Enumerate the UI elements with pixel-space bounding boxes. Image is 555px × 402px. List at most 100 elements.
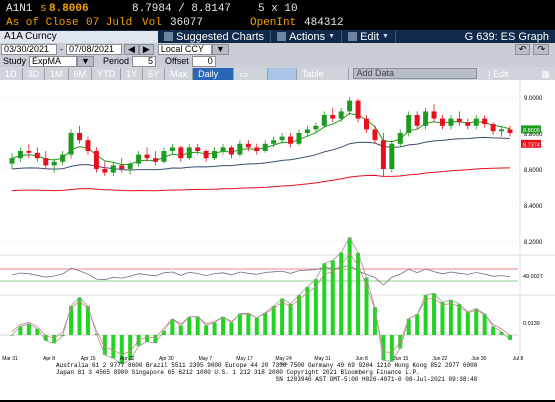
period-5y[interactable]: 5Y: [143, 67, 166, 80]
currency-dropdown-icon[interactable]: ▼: [211, 43, 229, 55]
actions-button[interactable]: Actions ▼: [271, 30, 343, 43]
study-dropdown-icon[interactable]: ▼: [77, 55, 94, 67]
candle-body: [279, 136, 285, 141]
macd-histogram-bar: [330, 260, 335, 335]
candle-body: [423, 111, 429, 126]
macd-histogram-bar: [246, 313, 251, 335]
macd-histogram-bar: [161, 330, 166, 335]
currency-select[interactable]: Local CCY: [157, 43, 212, 55]
macd-histogram-bar: [153, 335, 158, 344]
x-tick-label: May 31: [314, 356, 331, 362]
candle-body: [507, 129, 513, 133]
period-1d[interactable]: 1D: [0, 67, 23, 80]
macd-histogram-bar: [499, 332, 504, 335]
candle-body: [288, 136, 294, 144]
period-1y[interactable]: 1Y: [121, 67, 144, 80]
candle-body: [93, 151, 99, 169]
macd-histogram-bar: [10, 335, 14, 336]
candle-body: [456, 118, 462, 123]
y-tick-label: 9.0000: [524, 96, 543, 102]
security-field[interactable]: A1A Curncy: [0, 30, 158, 43]
macd-histogram-bar: [347, 237, 352, 335]
period-max[interactable]: Max: [165, 67, 194, 80]
candle-body: [431, 111, 437, 119]
candle-body: [397, 133, 403, 144]
x-tick-label: Jun 22: [432, 356, 447, 362]
macd-histogram-bar: [474, 308, 479, 335]
chart-area[interactable]: 9.0000 8.8000 8.6000 8.4000 8.2000 8.8006 8.73…: [0, 80, 555, 400]
y-tick-label: 8.2000: [524, 240, 543, 246]
study-select[interactable]: ExpMA: [29, 55, 78, 67]
macd-histogram-bar: [491, 326, 496, 335]
suggested-charts-button[interactable]: Suggested Charts: [158, 30, 272, 43]
add-data-input[interactable]: Add Data: [353, 68, 478, 79]
edit-button[interactable]: Edit ▼: [342, 30, 396, 43]
bid-ask-size: 5 x 10: [258, 3, 298, 15]
x-tick-label: Jun 30: [471, 356, 486, 362]
date-toolbar: 03/30/2021 - 07/08/2021 ◀ ▶ Local CCY ▼ …: [0, 43, 555, 55]
candle-body: [321, 115, 327, 126]
macd-histogram-bar: [389, 335, 394, 362]
macd-histogram-bar: [69, 306, 74, 335]
macd-histogram-bar: [18, 326, 23, 335]
x-tick-label: Apr 22: [120, 356, 135, 362]
macd-histogram-bar: [482, 313, 487, 335]
macd-histogram-bar: [440, 302, 445, 335]
x-tick-label: Apr 15: [81, 356, 96, 362]
macd-histogram-bar: [372, 307, 377, 335]
macd-histogram-bar: [102, 335, 107, 355]
macd-histogram-bar: [280, 298, 285, 335]
year-label: 2021: [279, 361, 289, 366]
macd-histogram-bar: [43, 335, 48, 341]
macd-histogram-bar: [178, 325, 183, 335]
candle-body: [34, 152, 40, 159]
x-tick-label: May 24: [275, 356, 292, 362]
actions-label: Actions: [289, 30, 326, 43]
period-6m[interactable]: 6M: [69, 67, 93, 80]
period-input[interactable]: 5: [131, 55, 156, 67]
next-arrow-icon[interactable]: ▶: [138, 43, 154, 55]
start-date-input[interactable]: 03/30/2021: [1, 43, 57, 55]
macd-histogram-bar: [35, 328, 40, 335]
offset-input[interactable]: 0: [191, 55, 216, 67]
period-ytd[interactable]: YTD: [92, 67, 122, 80]
candle-body: [406, 115, 412, 133]
chart-settings-icon[interactable]: ▦: [541, 68, 550, 79]
candle-body: [152, 158, 158, 162]
macd-histogram-bar: [364, 277, 369, 335]
macd-histogram-bar: [296, 295, 301, 335]
vol-label: Vol: [142, 16, 162, 29]
macd-histogram-bar: [423, 295, 428, 335]
macd-histogram-bar: [204, 325, 209, 335]
x-tick-label: Apr 30: [159, 356, 174, 362]
study-toolbar: Study ExpMA ▼ Period 5 Offset 0: [0, 55, 555, 67]
frequency-select[interactable]: Daily ▼: [193, 67, 235, 91]
ticker: A1N1: [6, 3, 33, 15]
x-tick-label: Mar 31: [2, 356, 18, 362]
undo-icon[interactable]: ↶: [514, 43, 531, 55]
candle-body: [228, 147, 234, 155]
last-price-badge: 8.8006: [523, 128, 540, 134]
footer: Australia 61 2 9777 8600 Brazil 5511 239…: [56, 362, 477, 383]
candle-body: [338, 111, 344, 119]
candle-body: [296, 133, 302, 144]
end-date-input[interactable]: 07/08/2021: [66, 43, 122, 55]
redo-icon[interactable]: ↷: [533, 43, 549, 55]
line-chart-icon[interactable]: ▭: [234, 67, 268, 80]
macd-histogram-bar: [288, 303, 293, 335]
macd-value-label: 0.0139: [523, 321, 540, 327]
table-button[interactable]: Table: [297, 67, 350, 80]
macd-histogram-bar: [221, 316, 226, 335]
x-tick-label: May 17: [236, 356, 253, 362]
candle-body: [203, 151, 209, 159]
prev-arrow-icon[interactable]: ◀: [124, 43, 139, 55]
candle-body: [102, 169, 108, 173]
period-1m[interactable]: 1M: [45, 67, 69, 80]
candle-chart-icon[interactable]: [267, 67, 297, 80]
volume: 36077: [170, 16, 204, 29]
last-price: 8.8006: [49, 3, 89, 15]
period-3d[interactable]: 3D: [23, 67, 46, 80]
macd-histogram-bar: [432, 293, 437, 335]
edit-chart-button[interactable]: | Edit Chart: [483, 68, 536, 91]
candle-body: [465, 122, 471, 126]
